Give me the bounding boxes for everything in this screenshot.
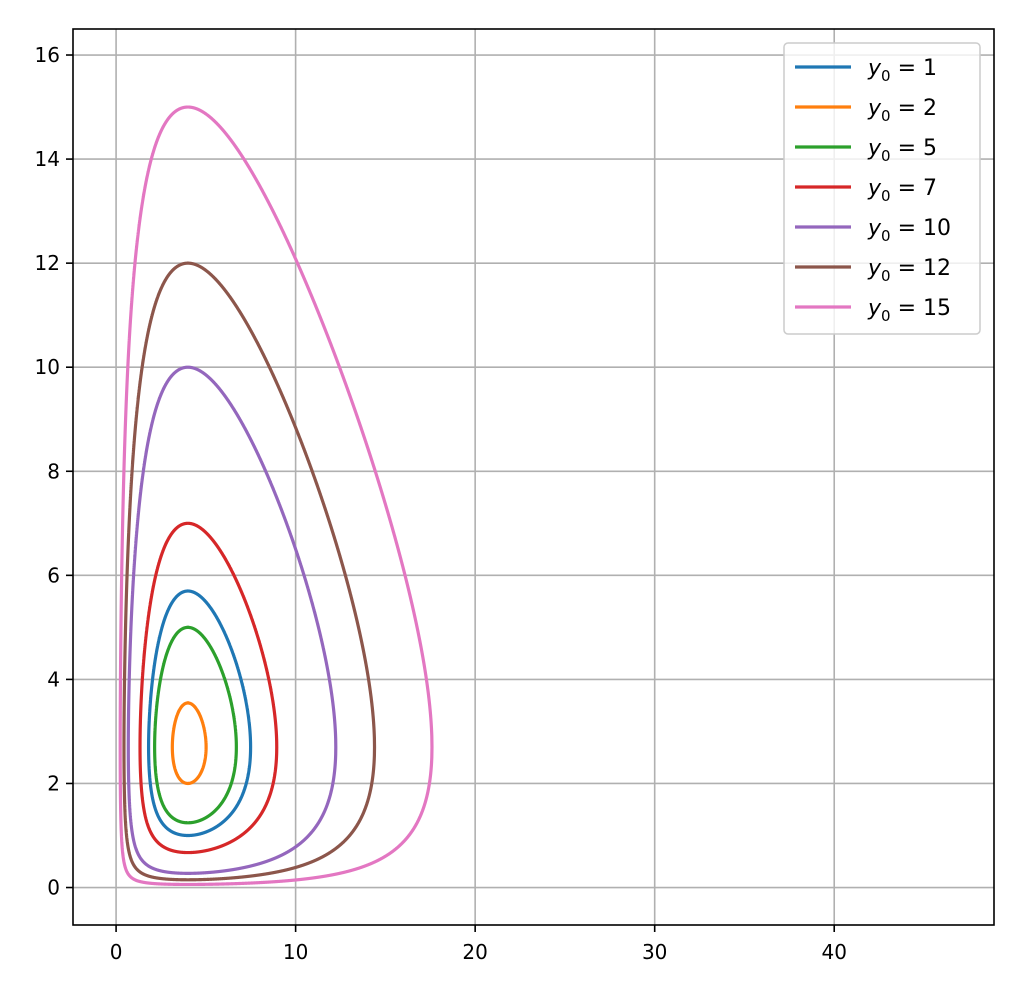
series-line-6 xyxy=(122,261,377,882)
series-line-3 xyxy=(153,625,238,825)
y-tick-label: 0 xyxy=(47,876,60,900)
x-tick-label: 40 xyxy=(821,940,846,964)
ticks: 0 10 20 30 40 0 2 4 6 8 10 12 14 16 xyxy=(35,43,847,964)
legend-label-4: y0 = 7 xyxy=(867,176,937,205)
y-tick-label: 16 xyxy=(35,43,60,67)
y-tick-label: 2 xyxy=(47,771,60,795)
legend-label-3: y0 = 5 xyxy=(867,136,937,165)
legend-label-2: y0 = 2 xyxy=(867,96,937,125)
series-line-1 xyxy=(146,589,253,838)
y-tick-label: 10 xyxy=(35,355,60,379)
series-lines xyxy=(118,105,434,887)
y-tick-label: 12 xyxy=(35,251,60,275)
legend-label-6: y0 = 12 xyxy=(867,256,951,285)
x-tick-label: 30 xyxy=(642,940,667,964)
y-tick-label: 6 xyxy=(47,563,60,587)
series-line-2 xyxy=(170,701,208,786)
legend-box xyxy=(783,42,981,335)
legend-label-5: y0 = 10 xyxy=(867,216,951,245)
series-line-5 xyxy=(126,365,338,875)
y-tick-label: 8 xyxy=(47,459,60,483)
legend-label-1: y0 = 1 xyxy=(867,56,937,85)
axes-frame xyxy=(72,28,995,926)
series-line-4 xyxy=(138,521,279,855)
y-tick-label: 4 xyxy=(47,667,60,691)
y-tick-label: 14 xyxy=(35,147,60,171)
legend-label-7: y0 = 15 xyxy=(867,296,951,325)
x-tick-label: 20 xyxy=(462,940,487,964)
legend: y0 = 1 y0 = 2 y0 = 5 y0 = 7 y0 = 10 y0 = 12 y0… xyxy=(783,42,981,335)
x-tick-label: 0 xyxy=(110,940,123,964)
x-tick-label: 10 xyxy=(283,940,308,964)
series-line-7 xyxy=(118,105,434,887)
